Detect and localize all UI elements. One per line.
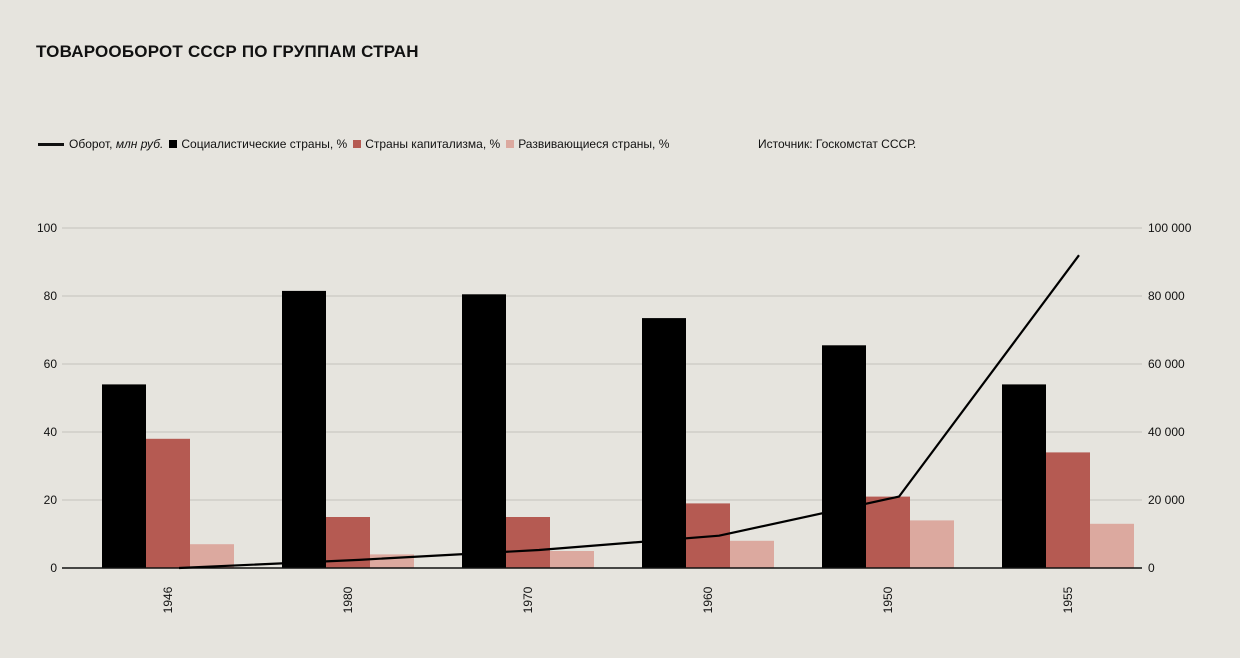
bar-capitalist <box>506 517 550 568</box>
legend-turnover-prefix: Оборот, <box>69 137 116 151</box>
legend-socialist-swatch <box>169 140 178 148</box>
bar-socialist <box>102 384 146 568</box>
legend-developing-swatch <box>506 140 515 148</box>
bar-developing <box>190 544 234 568</box>
turnover-line <box>178 254 1080 570</box>
x-tick-label: 1970 <box>521 586 535 613</box>
y-tick-label: 100 <box>37 221 57 235</box>
chart-title: ТОВАРООБОРОТ СССР ПО ГРУППАМ СТРАН <box>36 42 419 61</box>
bar-socialist <box>282 290 326 568</box>
x-tick-label: 1950 <box>881 586 895 613</box>
x-tick-label: 1980 <box>341 586 355 613</box>
legend-line-swatch <box>38 142 64 146</box>
legend-item-developing: Развивающиеся страны, % <box>506 137 669 151</box>
y2-tick-label: 100 000 <box>1148 221 1192 235</box>
bar-socialist <box>642 318 686 568</box>
legend-item-turnover: Оборот, млн руб. <box>38 137 163 151</box>
bar-capitalist <box>866 496 910 568</box>
bar-capitalist <box>1046 452 1090 568</box>
bar-capitalist <box>146 438 190 568</box>
legend-developing-label: Развивающиеся страны, % <box>518 137 670 151</box>
y2-tick-label: 20 000 <box>1148 493 1185 507</box>
bar-developing <box>910 520 954 568</box>
y2-tick-label: 40 000 <box>1148 425 1185 439</box>
x-tick-label: 1955 <box>1061 586 1075 613</box>
bar-socialist <box>462 294 506 568</box>
legend-socialist-label: Социалистические страны, % <box>181 137 348 151</box>
legend: Оборот, млн руб. Социалистические страны… <box>38 137 675 151</box>
y-tick-label: 0 <box>50 561 57 575</box>
y2-tick-label: 0 <box>1148 561 1155 575</box>
bar-developing <box>550 551 594 568</box>
y-tick-label: 20 <box>44 493 58 507</box>
x-tick-label: 1946 <box>161 586 175 613</box>
bar-socialist <box>822 345 866 568</box>
y-tick-label: 80 <box>44 289 58 303</box>
legend-capitalist-swatch <box>353 140 362 148</box>
y-tick-label: 60 <box>44 357 58 371</box>
legend-item-capitalist: Страны капитализма, % <box>353 137 500 151</box>
legend-capitalist-label: Страны капитализма, % <box>365 137 501 151</box>
y-tick-label: 40 <box>44 425 58 439</box>
y2-tick-label: 60 000 <box>1148 357 1185 371</box>
y2-tick-label: 80 000 <box>1148 289 1185 303</box>
source-note: Источник: Госкомстат СССР. <box>758 137 917 151</box>
bar-developing <box>1090 523 1134 568</box>
bar-socialist <box>1002 384 1046 568</box>
bar-developing <box>730 540 774 568</box>
x-tick-label: 1960 <box>701 586 715 613</box>
legend-item-socialist: Социалистические страны, % <box>169 137 347 151</box>
legend-turnover-units: млн руб. <box>115 137 164 151</box>
